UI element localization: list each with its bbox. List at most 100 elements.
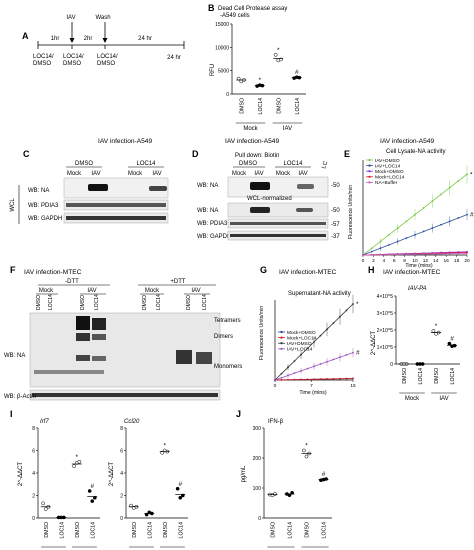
- panel-f-group-1: IAV: [87, 288, 96, 294]
- h-xcat-3: LOC14: [450, 368, 456, 385]
- h-group-iav: IAV: [439, 396, 448, 402]
- panel-b-title-line1: Dead Cell Protease assay: [218, 6, 287, 12]
- blot-c-pdia3-band: [66, 203, 166, 207]
- treatment-label-2-line2: DMSO: [97, 61, 115, 67]
- i1-xcat-2: DMSO: [75, 522, 81, 538]
- legend-g-label-3: IAV+LOC14: [287, 347, 313, 353]
- e-xtick-label-9: 18: [454, 258, 460, 264]
- chart-g: 0 7 15 * #: [274, 294, 360, 389]
- i2-point-3-0: [175, 486, 180, 491]
- legend-e: IAV+DMSOIAV+LOC14Mock+DMSOMock+LOC14NA+B…: [366, 158, 405, 186]
- g-series-3-point-11: [345, 354, 348, 356]
- legend-g-marker-2: [280, 342, 283, 345]
- g-series-2-point-7: [319, 334, 322, 337]
- blot-f-monomer-dtt-iav-loc14: [196, 352, 212, 364]
- panel-a-letter: A: [22, 31, 29, 41]
- j-xcat-0: DMSO: [271, 522, 277, 538]
- g-series-2-point-5: [306, 347, 309, 350]
- g-series-2-point-3: [293, 360, 296, 362]
- h-group-mock: Mock: [405, 396, 420, 402]
- i1-point-0-0: [41, 501, 46, 506]
- panel-i-ylabel-ccl20: 2^-ΔΔCT: [109, 462, 115, 486]
- panel-d-lc-label: LC: [321, 160, 329, 170]
- i2-ytick-label-4: 8: [120, 426, 123, 432]
- g-series-2-sig: *: [356, 301, 359, 308]
- label-iav: IAV: [66, 15, 75, 21]
- wash-arrowhead: [102, 38, 108, 43]
- e-series-1-point-11: [457, 217, 460, 219]
- g-series-1-point-7: [319, 378, 322, 381]
- g-series-2-point-1: [280, 372, 283, 375]
- panel-f-band-monomers: Monomers: [214, 364, 242, 370]
- h-ytick-label-0: 0: [390, 362, 393, 368]
- i1-xcat-3: LOC14: [90, 522, 96, 539]
- panel-d-title: IAV infection-A549: [225, 138, 279, 145]
- i1-point-3-1: [90, 499, 95, 503]
- panel-d-lane-2: Mock: [276, 171, 291, 177]
- legend-g-label-0: Mock+DMSO: [287, 330, 316, 336]
- h-xcat-2: DMSO: [434, 368, 440, 384]
- b-ytick-label-2: 10000: [215, 45, 229, 51]
- i2-ytick-label-0: 0: [120, 516, 123, 522]
- e-series-1-point-9: [440, 223, 442, 226]
- i1-ytick-label-4: 8: [32, 426, 35, 432]
- blot-f-monomer-dtt-iav-dmso: [176, 350, 192, 364]
- g-series-1-point-5: [306, 378, 309, 381]
- chart-h: 0 1×10^5 2×10^5 3×10^5 4×10^5 DMSO LOC14 DMSO * L…: [377, 294, 460, 402]
- panel-f-lane-7: LOC14: [202, 294, 208, 310]
- e-xtick-label-10: 20: [464, 258, 470, 264]
- panel-c-treatment-loc14: LOC14: [136, 161, 156, 167]
- label-1hr: 1hr: [51, 36, 60, 42]
- iav-arrowhead: [69, 38, 75, 43]
- e-series-4-point-2: [379, 253, 382, 256]
- j-sig-3: #: [322, 471, 326, 478]
- h-ytick-label-2: 2×10^5: [377, 328, 394, 334]
- panel-h-letter: H: [368, 265, 375, 275]
- g-xtick-label-1: 7: [310, 383, 313, 389]
- panel-f: F IAV infection-MTEC -DTT +DTT Mock IAV …: [4, 265, 242, 401]
- i2-ytick-label-2: 4: [120, 471, 123, 477]
- e-series-0-point-1: [370, 247, 373, 250]
- h-ytick-label-4: 4×10^5: [377, 294, 394, 300]
- i2-xcat-3: LOC14: [178, 522, 184, 539]
- blot-c-gapdh-band: [66, 216, 166, 220]
- panel-c-row-na: WB: NA: [28, 188, 49, 194]
- legend-e-label-1: IAV+LOC14: [375, 163, 401, 169]
- panel-h-ylabel: 2^-ΔΔCT: [371, 331, 377, 355]
- panel-f-lane-5: LOC14: [156, 294, 162, 310]
- legend-e-label-4: NA+Buffer: [375, 180, 398, 186]
- i1-ytick-label-3: 6: [32, 449, 35, 455]
- treatment-label-0-line1: LOC14/: [33, 54, 54, 60]
- blot-c-na-band-iav-loc14: [149, 186, 167, 191]
- panel-d-normalized-label: WCL-normalized: [247, 196, 292, 202]
- panel-e-letter: E: [344, 149, 350, 159]
- g-xtick-label-0: 0: [274, 383, 277, 389]
- blot-f-background-low: [34, 370, 104, 374]
- panel-d-mw-2: -57: [331, 222, 340, 228]
- g-series-1-point-10: [339, 377, 341, 380]
- e-series-4-point-11: [457, 252, 460, 255]
- j-point-2-0: [302, 448, 306, 453]
- h-xcat-1: LOC14: [418, 368, 424, 385]
- blot-f-tetramer-iav-loc14: [92, 318, 106, 330]
- e-series-0-point-7: [422, 206, 425, 209]
- treatment-label-0: LOC14/ DMSO: [33, 54, 54, 67]
- e-series-4-point-8: [431, 253, 434, 255]
- panel-f-band-tetramers: Tetramers: [214, 318, 241, 324]
- i1-point-0-1: [43, 507, 48, 511]
- b-point-2-0: [273, 52, 278, 57]
- g-series-2-point-11: [345, 309, 348, 312]
- b-xcat-0: DMSO: [239, 98, 245, 114]
- e-series-4-point-7: [422, 253, 425, 255]
- e-series-0-point-11: [457, 180, 460, 182]
- blot-d-na-band-iav-loc14: [297, 184, 314, 189]
- blot-f-actin-band: [32, 393, 218, 397]
- g-series-3-point-3: [293, 372, 296, 375]
- g-series-1-point-11: [345, 377, 348, 380]
- i2-sig-2: *: [163, 443, 166, 450]
- panel-b-title-line2: -A549 cells: [220, 13, 250, 19]
- panel-f-lane-0: DMSO: [36, 295, 42, 310]
- panel-c-wcl-label: WCL: [10, 198, 16, 212]
